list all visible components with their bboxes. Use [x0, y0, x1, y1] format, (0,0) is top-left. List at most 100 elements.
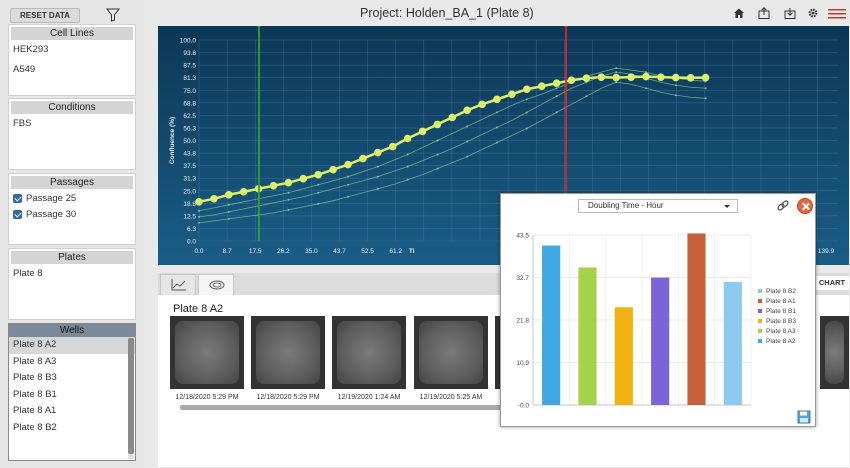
- series-point: [645, 87, 647, 90]
- series-point: [406, 178, 409, 181]
- chart-button[interactable]: CHART: [815, 276, 849, 290]
- download-icon[interactable]: [784, 7, 796, 19]
- series-point: [597, 73, 606, 81]
- series-point: [525, 127, 528, 130]
- settings-icon[interactable]: [807, 7, 819, 19]
- legend-swatch: [758, 339, 762, 343]
- series-point: [433, 120, 442, 129]
- legend-item[interactable]: Plate 8 B2: [758, 286, 796, 296]
- cell-lines-panel: Cell Lines HEK293 A549: [8, 24, 136, 96]
- y-axis-label: Confluence (%): [169, 117, 176, 164]
- checkbox-checked-icon[interactable]: [13, 194, 22, 203]
- well-image-thumbnail[interactable]: [332, 316, 406, 389]
- legend-item[interactable]: Plate 8 A2: [758, 336, 796, 346]
- series-point: [672, 73, 680, 82]
- series-line: [198, 71, 706, 218]
- save-icon[interactable]: [797, 410, 811, 424]
- plates-title: Plates: [11, 251, 133, 264]
- menu-icon[interactable]: [828, 7, 846, 19]
- well-item-a1[interactable]: Plate 8 A1: [13, 405, 57, 416]
- link-icon[interactable]: [776, 199, 790, 213]
- y-tick-label: 25.0: [183, 188, 196, 195]
- wells-title: Wells: [9, 324, 135, 337]
- tab-chart[interactable]: [160, 274, 196, 295]
- well-image-thumbnail[interactable]: [414, 316, 488, 389]
- series-point: [704, 87, 707, 90]
- series-point: [347, 183, 349, 186]
- confluence-chart[interactable]: 100.0 93.8 87.5 81.3 75.0 68.8 62.5 56.3 50.0 43.…: [158, 19, 849, 265]
- series-point: [287, 198, 290, 201]
- y-tick-label: 18.8: [183, 201, 196, 208]
- y-tick-label: 43.8: [183, 151, 196, 158]
- close-icon[interactable]: [797, 198, 813, 214]
- home-icon[interactable]: [733, 7, 745, 19]
- well-item-b1[interactable]: Plate 8 B1: [13, 388, 57, 400]
- wells-scrollbar[interactable]: [128, 338, 134, 459]
- well-item-a3[interactable]: Plate 8 A3: [13, 355, 57, 367]
- series-point: [347, 195, 349, 198]
- legend-item[interactable]: Plate 8 A3: [758, 326, 796, 336]
- plate-item[interactable]: Plate 8: [13, 268, 43, 279]
- series-point: [645, 71, 647, 74]
- passages-title: Passages: [11, 176, 133, 189]
- x-tick-label: 43.7: [333, 248, 346, 255]
- series-point: [463, 106, 472, 115]
- reset-data-button[interactable]: RESET DATA: [10, 8, 80, 23]
- project-title: Project: Holden_BA_1 (Plate 8): [360, 6, 534, 20]
- series-point: [436, 167, 439, 170]
- legend-item[interactable]: Plate 8 B3: [758, 316, 796, 326]
- well-image-thumbnail[interactable]: [251, 316, 325, 389]
- series-point: [227, 210, 230, 213]
- series-point: [388, 142, 397, 151]
- tab-images[interactable]: [198, 274, 234, 295]
- well-image-thumbnail[interactable]: [820, 316, 849, 389]
- metric-dropdown[interactable]: Doubling Time - Hour: [578, 199, 738, 213]
- well-item-a2[interactable]: Plate 8 A2: [9, 337, 135, 354]
- series-point: [317, 183, 320, 186]
- y-tick-label: 75.0: [183, 88, 196, 95]
- confluence-chart-svg[interactable]: 100.0 93.8 87.5 81.3 75.0 68.8 62.5 56.3 50.0 43.…: [158, 19, 849, 265]
- series-point: [582, 74, 591, 82]
- series-point: [615, 67, 618, 70]
- range-start-handle: [255, 19, 263, 27]
- well-image-thumbnail[interactable]: [495, 316, 501, 389]
- legend-item[interactable]: Plate 8 B1: [758, 306, 796, 316]
- series-point: [466, 125, 469, 128]
- cell-line-item[interactable]: A549: [13, 64, 36, 75]
- legend-label: Plate 8 A1: [766, 297, 796, 305]
- well-item-b2[interactable]: Plate 8 B2: [13, 421, 57, 433]
- x-tick-label: 8.7: [223, 248, 232, 255]
- bar-plate-8-b2: [723, 281, 742, 405]
- legend-swatch: [758, 289, 762, 293]
- cell-line-item[interactable]: HEK293: [13, 44, 49, 55]
- well-image-thumbnail[interactable]: [170, 316, 244, 389]
- image-horizontal-scrollbar[interactable]: [180, 405, 530, 410]
- series-point: [686, 73, 695, 82]
- passage-label: Passage 25: [26, 193, 77, 204]
- condition-item[interactable]: FBS: [13, 118, 32, 129]
- x-tick-label: 139.9: [818, 248, 835, 255]
- series-point: [225, 190, 233, 199]
- image-timestamp: 12/18/2020 5:29 PM: [175, 394, 239, 401]
- export-icon[interactable]: [758, 7, 770, 19]
- series-point: [287, 208, 290, 211]
- passage-30-checkbox[interactable]: Passage 30: [9, 205, 135, 221]
- wells-scrollbar-thumb[interactable]: [128, 338, 134, 454]
- series-point: [552, 79, 561, 88]
- filter-icon[interactable]: [106, 8, 120, 22]
- well-item-b3[interactable]: Plate 8 B3: [13, 372, 57, 383]
- series-point: [537, 82, 546, 91]
- legend-swatch: [758, 299, 762, 303]
- series-point: [525, 111, 528, 114]
- passage-25-checkbox[interactable]: Passage 25: [9, 189, 135, 205]
- legend-item[interactable]: Plate 8 A1: [758, 296, 796, 306]
- series-point: [347, 175, 349, 178]
- series-point: [406, 165, 409, 168]
- y-tick-label: 93.8: [183, 50, 196, 57]
- series-point: [555, 87, 558, 90]
- y-tick-label: 50.0: [183, 138, 196, 145]
- y-tick-label: 12.5: [183, 213, 196, 220]
- series-point: [478, 100, 486, 109]
- checkbox-checked-icon[interactable]: [13, 210, 22, 219]
- series-point: [567, 76, 576, 84]
